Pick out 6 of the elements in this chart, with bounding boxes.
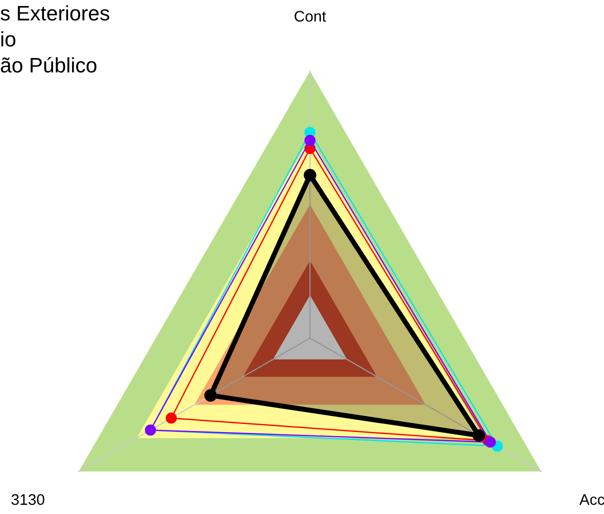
spoke-label: Cont <box>294 10 326 22</box>
text: s Exteriores <box>0 5 110 21</box>
text: ão Público <box>0 57 96 73</box>
text: io <box>1 31 16 47</box>
spoke-label: Acc <box>579 494 604 505</box>
spoke-label: 3130 <box>11 494 44 505</box>
